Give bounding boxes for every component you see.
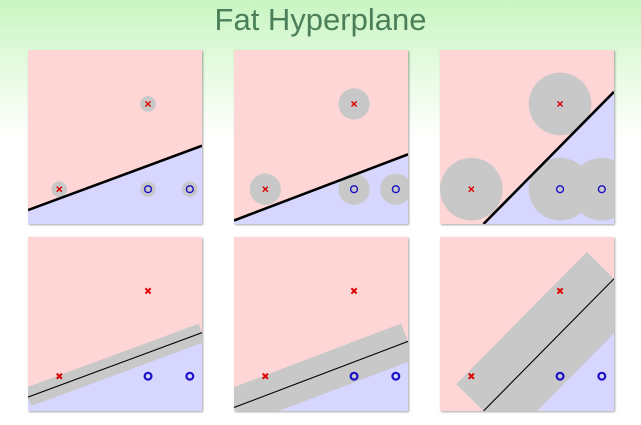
panel-content (440, 50, 614, 224)
x-marker (556, 100, 564, 108)
o-marker (349, 371, 359, 381)
o-marker (143, 371, 153, 381)
panel-bottom-left-plot (28, 237, 202, 411)
point-ball (181, 181, 198, 198)
o-marker (391, 371, 401, 381)
panel-bottom-middle (234, 237, 408, 411)
point-ball (338, 173, 370, 205)
panel-top-middle (234, 50, 408, 224)
x-marker (350, 100, 358, 108)
slide-title: Fat Hyperplane (214, 2, 427, 37)
x-marker (262, 372, 269, 380)
point-ball (380, 173, 408, 205)
x-marker (556, 287, 564, 295)
separator-line (234, 153, 408, 222)
panel-bottom-middle-plot (234, 237, 408, 411)
x-marker (262, 186, 269, 193)
panel-top-right (440, 50, 614, 224)
separator-line (234, 340, 408, 409)
panel-bottom-right-plot (440, 237, 614, 411)
x-marker (144, 287, 152, 295)
point-ball (570, 157, 614, 221)
point-ball (140, 181, 156, 198)
x-marker (56, 186, 63, 193)
panel-content (440, 237, 614, 411)
panel-content (28, 237, 202, 411)
panel-top-left (28, 50, 202, 224)
x-marker (350, 287, 358, 295)
separator-line (483, 278, 614, 411)
panel-bottom-right (440, 237, 614, 411)
panel-content (28, 50, 202, 224)
x-marker (468, 372, 475, 380)
o-marker (391, 185, 400, 194)
o-marker (597, 371, 607, 381)
o-marker (143, 185, 153, 194)
x-marker (468, 186, 475, 193)
x-marker (56, 372, 63, 380)
x-marker (144, 100, 152, 108)
negative-region (28, 145, 202, 224)
o-marker (555, 371, 565, 381)
o-marker (185, 371, 195, 381)
panel-content (234, 237, 408, 411)
separator-line (482, 90, 614, 224)
panel-top-middle-plot (234, 50, 408, 224)
panel-content (234, 50, 408, 224)
panel-top-right-plot (440, 50, 614, 224)
panel-bottom-left (28, 237, 202, 411)
separator-line (28, 332, 202, 398)
o-marker (597, 185, 606, 194)
o-marker (185, 185, 194, 194)
separator-line (28, 144, 202, 212)
o-marker (349, 185, 359, 194)
panel-top-left-plot (28, 50, 202, 224)
o-marker (555, 185, 565, 194)
